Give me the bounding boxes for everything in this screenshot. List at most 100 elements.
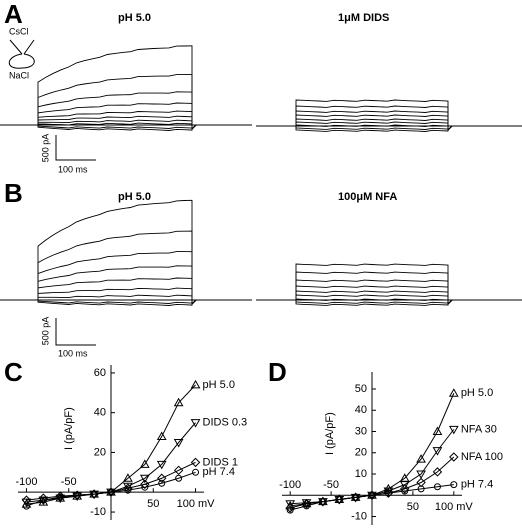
- current-trace: [0, 102, 230, 131]
- marker: [352, 493, 360, 501]
- scale-label: 500 pA: [40, 317, 50, 346]
- cell-diagram: [8, 39, 35, 69]
- series-label: DIDS 1: [203, 456, 238, 468]
- current-trace: [258, 121, 486, 132]
- marker: [73, 491, 81, 499]
- current-trace: [0, 230, 230, 306]
- series-label: pH 7.4: [203, 466, 235, 478]
- marker: [416, 477, 426, 488]
- marker: [107, 488, 115, 496]
- current-trace: [0, 199, 230, 306]
- current-trace: [0, 124, 230, 131]
- current-trace: [0, 124, 230, 131]
- marker: [173, 397, 184, 407]
- y-tick-label: 60: [94, 367, 106, 379]
- marker: [190, 379, 201, 389]
- series-label: NFA 100: [461, 451, 503, 463]
- marker: [433, 483, 441, 491]
- marker: [38, 493, 49, 503]
- marker: [448, 425, 459, 435]
- y-tick-label: 40: [94, 407, 106, 419]
- marker: [285, 500, 296, 509]
- marker: [286, 506, 294, 514]
- marker: [190, 457, 201, 468]
- marker: [301, 499, 312, 509]
- marker: [173, 439, 184, 448]
- trace-title: pH 5.0: [118, 191, 151, 203]
- y-tick-label: 30: [355, 425, 367, 437]
- marker: [432, 467, 443, 477]
- marker: [416, 470, 426, 480]
- current-trace: [0, 110, 230, 131]
- current-trace: [0, 299, 230, 306]
- inset-label: NaCl: [9, 70, 29, 80]
- x-tick-label: 50: [147, 498, 159, 510]
- marker: [416, 454, 426, 463]
- marker: [368, 491, 376, 499]
- current-trace: [258, 285, 486, 306]
- marker: [335, 496, 343, 503]
- panel-label: A: [4, 0, 23, 29]
- series-label: NFA 30: [461, 423, 497, 435]
- marker: [432, 447, 443, 456]
- current-trace: [258, 110, 486, 132]
- marker: [156, 460, 167, 470]
- current-trace: [0, 115, 230, 131]
- marker: [22, 502, 30, 510]
- y-axis-label: I (pA/pF): [324, 412, 336, 455]
- y-tick-label: -10: [90, 506, 106, 518]
- inset-label: CsCl: [9, 26, 29, 36]
- marker: [448, 388, 459, 397]
- panel-label: C: [4, 357, 23, 387]
- current-trace: [258, 279, 486, 306]
- marker: [400, 484, 410, 494]
- marker: [157, 473, 167, 483]
- current-trace: [0, 119, 230, 131]
- series-label: DIDS 0.3: [203, 417, 248, 429]
- marker: [156, 431, 167, 441]
- current-trace: [258, 114, 486, 132]
- marker: [139, 459, 150, 468]
- current-trace: [0, 122, 230, 131]
- marker: [124, 486, 132, 494]
- current-trace: [258, 125, 486, 132]
- marker: [449, 452, 459, 462]
- marker: [123, 473, 133, 482]
- current-trace: [258, 298, 486, 306]
- marker: [90, 490, 98, 498]
- current-trace: [0, 299, 230, 306]
- x-tick-label: 50: [407, 501, 419, 513]
- y-tick-label: -10: [351, 510, 367, 522]
- current-trace: [0, 45, 230, 131]
- current-trace: [258, 125, 486, 132]
- marker: [192, 468, 200, 476]
- panel-label: B: [4, 178, 23, 208]
- marker: [173, 465, 184, 476]
- current-trace: [258, 290, 486, 306]
- current-trace: [258, 124, 486, 132]
- series-line: [26, 471, 196, 507]
- marker: [123, 483, 133, 493]
- x-tick-label: -100: [15, 476, 37, 488]
- marker: [139, 474, 150, 484]
- marker: [303, 502, 311, 510]
- scale-label: 100 ms: [58, 164, 88, 174]
- current-trace: [0, 91, 230, 131]
- current-trace: [0, 277, 230, 306]
- current-trace: [0, 265, 230, 306]
- marker: [158, 479, 166, 487]
- marker: [319, 498, 327, 506]
- marker: [39, 496, 47, 504]
- marker: [417, 485, 425, 493]
- y-axis-label: I (pA/pF): [63, 407, 75, 450]
- current-trace: [0, 74, 230, 131]
- marker: [141, 483, 149, 491]
- current-trace: [258, 118, 486, 132]
- series-line: [290, 484, 454, 511]
- scale-bar: [55, 318, 96, 346]
- marker: [384, 489, 392, 497]
- current-trace: [0, 294, 230, 306]
- panel-label: D: [268, 357, 287, 387]
